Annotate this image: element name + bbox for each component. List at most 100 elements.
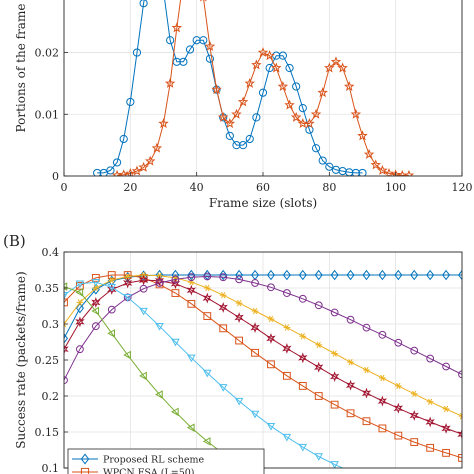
data-point-s3 — [235, 299, 243, 307]
data-point-s3 — [426, 398, 434, 405]
data-point-s1 — [232, 141, 241, 150]
data-point-s2 — [251, 59, 262, 70]
data-point-s4 — [457, 428, 462, 440]
data-point-s5 — [282, 289, 291, 297]
data-point-s4 — [425, 416, 435, 428]
data-point-s7 — [139, 371, 147, 381]
data-point-s3 — [379, 374, 386, 382]
data-point-s5 — [394, 338, 403, 347]
data-point-s3 — [267, 315, 275, 323]
data-point-s6 — [282, 433, 292, 442]
data-point-s1 — [187, 269, 196, 281]
data-point-s7 — [91, 306, 100, 316]
data-point-s2 — [330, 56, 342, 67]
data-point-s2 — [390, 169, 401, 176]
series-group — [64, 269, 462, 468]
data-point-s2 — [187, 299, 196, 308]
y-tick-label: 0.4 — [42, 246, 60, 259]
data-point-s7 — [186, 423, 195, 432]
data-point-s3 — [299, 333, 307, 340]
data-point-s2 — [257, 47, 269, 58]
data-point-s2 — [131, 165, 143, 176]
data-point-s2 — [217, 111, 229, 122]
data-point-s6 — [75, 280, 85, 289]
data-point-s1 — [106, 166, 115, 175]
data-point-s5 — [187, 273, 196, 282]
data-point-s5 — [107, 305, 116, 314]
data-point-s2 — [151, 142, 163, 153]
data-point-s1 — [252, 113, 261, 122]
data-point-s2 — [394, 431, 403, 440]
data-point-s1 — [93, 168, 102, 176]
legend-marker — [80, 467, 90, 474]
data-point-s6 — [298, 443, 308, 452]
data-point-s3 — [331, 350, 339, 357]
data-point-s2 — [107, 271, 116, 279]
data-point-s5 — [76, 345, 84, 354]
data-point-s1 — [179, 57, 188, 66]
data-point-s6 — [203, 369, 212, 378]
data-point-s5 — [410, 346, 419, 355]
data-point-s2 — [343, 81, 355, 91]
data-point-s2 — [251, 348, 259, 357]
legend-box — [67, 448, 265, 474]
data-point-s2 — [138, 161, 149, 172]
data-point-s6 — [155, 322, 164, 331]
data-point-s2 — [458, 454, 462, 462]
y-tick-label: 0.01 — [35, 108, 60, 121]
data-point-s5 — [235, 275, 244, 284]
data-point-s1 — [278, 51, 287, 60]
data-point-s4 — [345, 379, 356, 391]
data-point-s1 — [166, 36, 175, 45]
data-point-s1 — [205, 54, 215, 63]
data-point-s4 — [75, 316, 85, 328]
data-point-s3 — [442, 405, 450, 413]
data-point-s2 — [264, 50, 275, 61]
data-point-s4 — [202, 292, 212, 304]
data-point-s5 — [314, 301, 323, 310]
data-point-s5 — [91, 322, 100, 331]
data-point-s1 — [298, 269, 307, 281]
data-point-s1 — [119, 134, 128, 144]
data-point-s5 — [298, 294, 307, 303]
data-point-s3 — [458, 412, 462, 420]
x-tick-label: 80 — [322, 181, 336, 194]
data-point-s2 — [158, 118, 169, 128]
data-point-s2 — [277, 81, 289, 91]
data-point-s2 — [91, 274, 100, 282]
data-point-s1 — [410, 269, 419, 281]
data-point-s4 — [107, 284, 117, 295]
data-point-s1 — [139, 0, 148, 8]
data-point-s5 — [139, 284, 148, 293]
data-point-s5 — [458, 370, 462, 379]
data-point-s2 — [219, 324, 228, 333]
data-point-s1 — [245, 134, 254, 144]
data-point-s2 — [271, 62, 282, 73]
data-point-s2 — [235, 336, 244, 345]
data-point-s1 — [351, 168, 360, 176]
data-point-s2 — [357, 130, 368, 141]
x-axis-label: Frame size (slots) — [209, 196, 317, 210]
y-tick-label: 0 — [52, 170, 59, 183]
data-point-s7 — [64, 282, 68, 291]
series-line-2 — [64, 274, 462, 459]
data-point-s4 — [361, 387, 372, 399]
y-tick-label: 0.15 — [35, 426, 60, 439]
data-point-s2 — [164, 77, 176, 88]
data-point-s2 — [144, 155, 156, 166]
data-point-s4 — [250, 322, 260, 334]
data-point-s6 — [107, 284, 117, 292]
legend-label: WPCN FSA (L=50) — [103, 468, 195, 474]
series-group — [93, 0, 415, 176]
y-tick-label: 0.3 — [42, 318, 60, 331]
data-point-s1 — [75, 302, 84, 314]
data-point-s7 — [202, 437, 211, 446]
data-point-s2 — [330, 400, 339, 409]
data-point-s3 — [108, 276, 116, 284]
data-point-s2 — [211, 84, 222, 95]
data-point-s1 — [285, 63, 294, 73]
data-point-s6 — [266, 423, 276, 431]
y-tick-label: 0.1 — [42, 462, 60, 474]
